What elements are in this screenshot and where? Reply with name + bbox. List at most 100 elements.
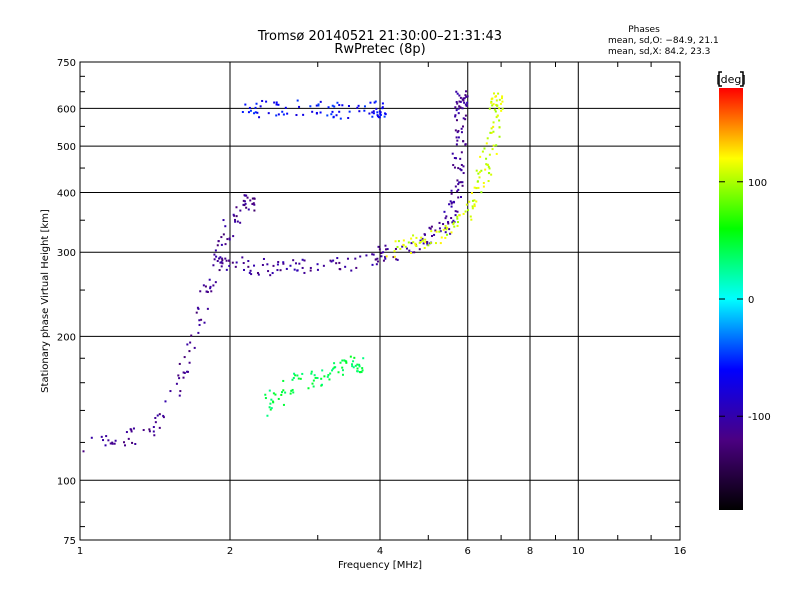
data-point (253, 203, 256, 206)
data-point (374, 258, 377, 261)
data-point (331, 104, 334, 107)
data-point (372, 110, 375, 113)
data-point (177, 374, 180, 377)
data-point (462, 140, 465, 143)
data-point (384, 255, 387, 258)
data-point (374, 100, 377, 103)
data-point (384, 244, 387, 247)
data-point (249, 269, 252, 272)
data-point (162, 414, 165, 417)
data-point (349, 355, 352, 358)
data-point (447, 221, 450, 224)
data-point (225, 268, 228, 271)
data-point (443, 210, 446, 213)
data-point (396, 245, 399, 248)
data-point (245, 206, 248, 209)
data-point (381, 107, 384, 110)
data-point (344, 360, 347, 363)
data-point (221, 257, 224, 260)
data-point (475, 187, 478, 190)
data-point (218, 269, 221, 272)
data-point (212, 264, 215, 267)
data-point (224, 243, 227, 246)
data-point (197, 307, 200, 310)
data-point (454, 214, 457, 217)
data-point (311, 382, 314, 385)
data-point (321, 369, 324, 372)
data-point (456, 102, 459, 105)
data-point (495, 144, 498, 147)
data-point (124, 444, 127, 447)
colorbar-tick-label: 0 (748, 295, 754, 306)
phase-stats-x: mean, sd,X: 84.2, 23.3 (608, 47, 710, 57)
data-point (454, 106, 457, 109)
data-point (408, 249, 411, 252)
data-point (315, 104, 318, 107)
data-point (413, 251, 416, 254)
data-point (132, 427, 135, 430)
data-point (268, 406, 271, 409)
data-point (330, 113, 333, 116)
data-point (462, 172, 465, 175)
data-point (498, 107, 501, 110)
data-point (473, 186, 476, 189)
data-point (470, 218, 473, 221)
data-point (341, 359, 344, 362)
data-point (491, 148, 494, 151)
data-point (317, 104, 320, 107)
colorbar-tick-label: 100 (748, 178, 767, 189)
data-point (284, 391, 287, 394)
data-point (197, 331, 200, 334)
data-point (383, 115, 386, 118)
y-tick-label: 500 (57, 142, 76, 153)
data-point (311, 110, 314, 113)
data-point (206, 307, 209, 310)
data-point (481, 150, 484, 153)
data-point (452, 200, 455, 203)
data-point (102, 439, 105, 442)
data-point (488, 153, 491, 156)
data-point (353, 356, 356, 359)
x-tick-label: 16 (674, 546, 687, 557)
data-point (235, 206, 238, 209)
data-point (460, 163, 463, 166)
data-point (365, 254, 368, 257)
data-point (456, 131, 459, 134)
data-point (338, 104, 341, 107)
data-point (501, 107, 504, 110)
data-point (460, 169, 463, 172)
data-point (315, 112, 318, 115)
data-point (454, 114, 457, 117)
data-point (208, 278, 211, 281)
data-point (232, 213, 235, 216)
colorbar-ticks: 100 0 -100 (719, 178, 771, 423)
data-point (376, 111, 379, 114)
data-point (419, 241, 422, 244)
data-point (464, 143, 467, 146)
data-point (131, 441, 134, 444)
data-point (222, 219, 225, 222)
data-point (379, 111, 382, 114)
data-point (228, 237, 231, 240)
data-point (200, 318, 203, 321)
data-point (460, 127, 463, 130)
data-point (224, 225, 227, 228)
data-point (234, 265, 237, 268)
data-point (228, 259, 231, 262)
data-point (202, 284, 205, 287)
data-point (464, 90, 467, 93)
data-point (210, 290, 213, 293)
data-point (309, 266, 312, 269)
data-point (455, 109, 458, 112)
data-point (492, 103, 495, 106)
y-tick-label: 750 (57, 58, 76, 69)
data-point (361, 369, 364, 372)
data-point (444, 217, 447, 220)
data-point (363, 105, 366, 108)
data-point (316, 263, 319, 266)
data-point (468, 200, 471, 203)
data-point (338, 110, 341, 113)
data-point (286, 112, 289, 115)
data-point (242, 262, 245, 265)
data-point (254, 111, 257, 114)
